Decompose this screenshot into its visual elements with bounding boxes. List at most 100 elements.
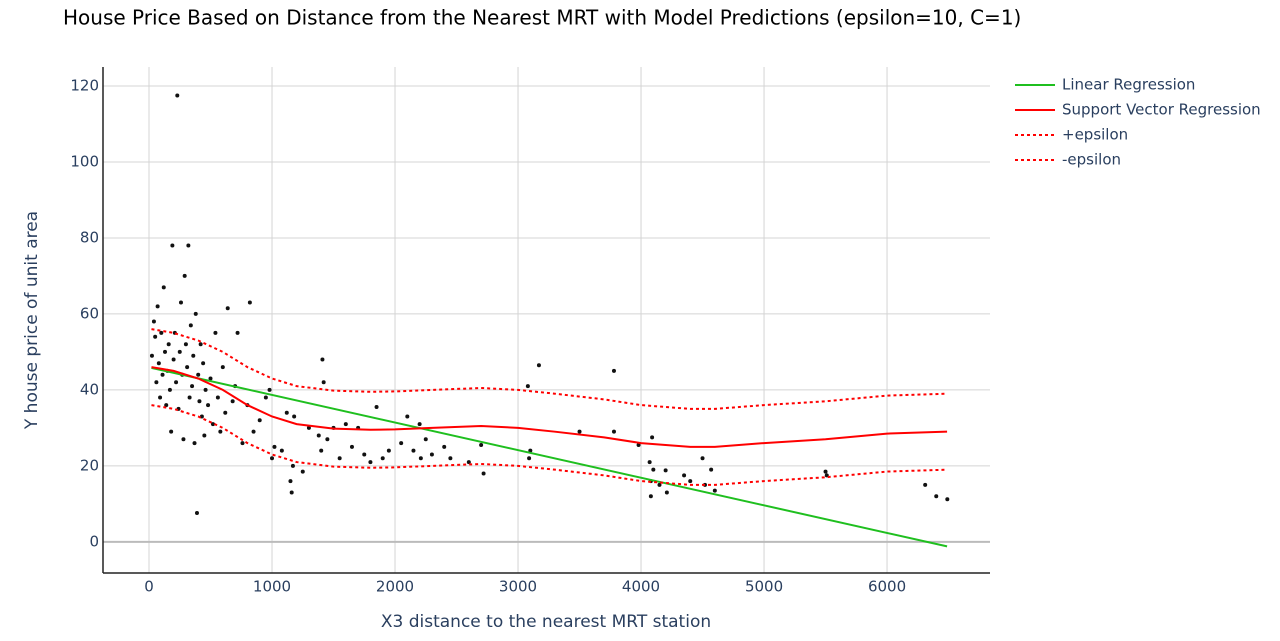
data-point xyxy=(657,482,662,487)
data-point xyxy=(418,456,423,461)
data-point xyxy=(688,479,693,484)
data-point xyxy=(161,285,166,290)
x-tick-label: 3000 xyxy=(499,578,537,596)
data-point xyxy=(167,387,172,392)
data-point xyxy=(380,456,385,461)
data-point xyxy=(292,414,297,419)
data-point xyxy=(153,334,158,339)
data-point xyxy=(525,384,530,389)
y-tick-label: 80 xyxy=(80,228,99,246)
data-point xyxy=(405,414,410,419)
data-point xyxy=(648,494,653,499)
data-point xyxy=(663,468,668,473)
data-point xyxy=(223,410,228,415)
y-axis-title: Y house price of unit area xyxy=(22,211,42,430)
data-point xyxy=(162,349,167,354)
data-point xyxy=(174,380,179,385)
data-point xyxy=(151,319,156,324)
data-point xyxy=(288,479,293,484)
data-point xyxy=(171,357,176,362)
data-point xyxy=(300,469,305,474)
data-point xyxy=(923,482,928,487)
data-point xyxy=(536,363,541,368)
data-point xyxy=(188,323,193,328)
data-point xyxy=(203,387,208,392)
data-point xyxy=(251,429,256,434)
data-point xyxy=(155,304,160,309)
data-point xyxy=(429,452,434,457)
x-tick-label: 0 xyxy=(144,578,154,596)
data-point xyxy=(194,510,199,515)
data-point xyxy=(664,490,669,495)
data-point xyxy=(362,452,367,457)
data-point xyxy=(240,441,245,446)
data-point xyxy=(709,467,714,472)
data-point xyxy=(945,497,950,502)
data-point xyxy=(611,368,616,373)
data-point xyxy=(191,353,196,358)
data-point xyxy=(647,460,652,465)
data-point xyxy=(651,467,656,472)
data-point xyxy=(448,456,453,461)
legend-label: -epsilon xyxy=(1062,151,1121,169)
data-point xyxy=(198,342,203,347)
data-point xyxy=(319,448,324,453)
data-point xyxy=(320,357,325,362)
data-point xyxy=(479,442,484,447)
x-tick-label: 2000 xyxy=(376,578,414,596)
y-tick-label: 0 xyxy=(89,532,99,550)
data-point xyxy=(349,444,354,449)
data-point xyxy=(201,361,206,366)
data-point xyxy=(577,429,582,434)
data-point xyxy=(196,372,201,377)
data-point xyxy=(682,473,687,478)
data-point xyxy=(934,494,939,499)
data-point xyxy=(611,429,616,434)
data-point xyxy=(202,433,207,438)
data-point xyxy=(337,456,342,461)
data-point xyxy=(154,380,159,385)
data-point xyxy=(160,372,165,377)
data-point xyxy=(279,448,284,453)
data-point xyxy=(187,395,192,400)
data-point xyxy=(193,311,198,316)
data-point xyxy=(423,437,428,442)
y-tick-label: 60 xyxy=(80,304,99,322)
data-point xyxy=(220,365,225,370)
data-point xyxy=(166,342,171,347)
x-tick-label: 1000 xyxy=(253,578,291,596)
x-tick-label: 4000 xyxy=(622,578,660,596)
data-point xyxy=(321,380,326,385)
data-point xyxy=(181,437,186,442)
legend-label: Support Vector Regression xyxy=(1062,101,1261,119)
data-point xyxy=(177,349,182,354)
y-tick-label: 40 xyxy=(80,380,99,398)
data-point xyxy=(343,422,348,427)
chart-title: House Price Based on Distance from the N… xyxy=(63,6,1021,30)
data-point xyxy=(374,404,379,409)
x-tick-label: 6000 xyxy=(868,578,906,596)
data-point xyxy=(289,490,294,495)
data-point xyxy=(417,422,422,427)
line xyxy=(151,328,948,410)
data-point xyxy=(712,488,717,493)
data-point xyxy=(263,395,268,400)
data-point xyxy=(208,376,213,381)
y-tick-label: 120 xyxy=(70,76,99,94)
data-point xyxy=(183,342,188,347)
y-tick-label: 100 xyxy=(70,152,99,170)
data-point xyxy=(192,441,197,446)
data-point xyxy=(159,330,164,335)
data-point xyxy=(170,243,175,248)
data-point xyxy=(316,433,321,438)
legend-label: Linear Regression xyxy=(1062,76,1195,94)
data-point xyxy=(442,444,447,449)
x-axis-title: X3 distance to the nearest MRT station xyxy=(381,612,711,632)
data-point xyxy=(270,456,275,461)
data-point xyxy=(267,387,272,392)
data-point xyxy=(272,444,277,449)
line xyxy=(151,404,948,486)
data-point xyxy=(169,429,174,434)
data-point xyxy=(290,463,295,468)
